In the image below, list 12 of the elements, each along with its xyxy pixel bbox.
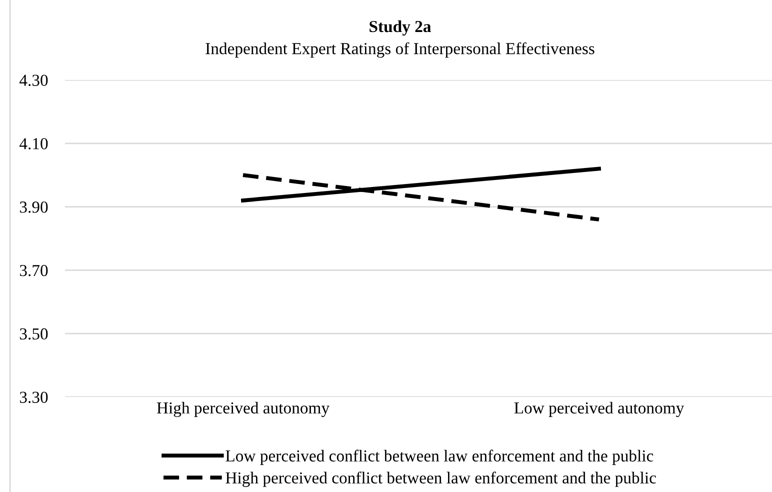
- y-tick-label: 3.90: [20, 202, 48, 213]
- y-tick-label: 3.30: [20, 392, 48, 404]
- y-tick-label: 3.70: [20, 264, 48, 276]
- x-tick-label: High perceived autonomy: [156, 402, 330, 418]
- y-tick-label: 4.30: [19, 74, 48, 86]
- legend-label: Low perceived conflict between law enforcement and the public: [226, 450, 654, 465]
- chart-subtitle: Independent Expert Ratings of Interpersonal Effectiveness: [206, 42, 594, 58]
- y-tick-label: 3.50: [20, 328, 48, 340]
- x-tick-label: Low perceived autonomy: [514, 402, 684, 418]
- y-tick-label: 4.10: [19, 138, 48, 150]
- chart-title: Study 2a: [370, 20, 432, 36]
- legend-label: High perceived conflict between law enforcement and the public: [226, 472, 656, 487]
